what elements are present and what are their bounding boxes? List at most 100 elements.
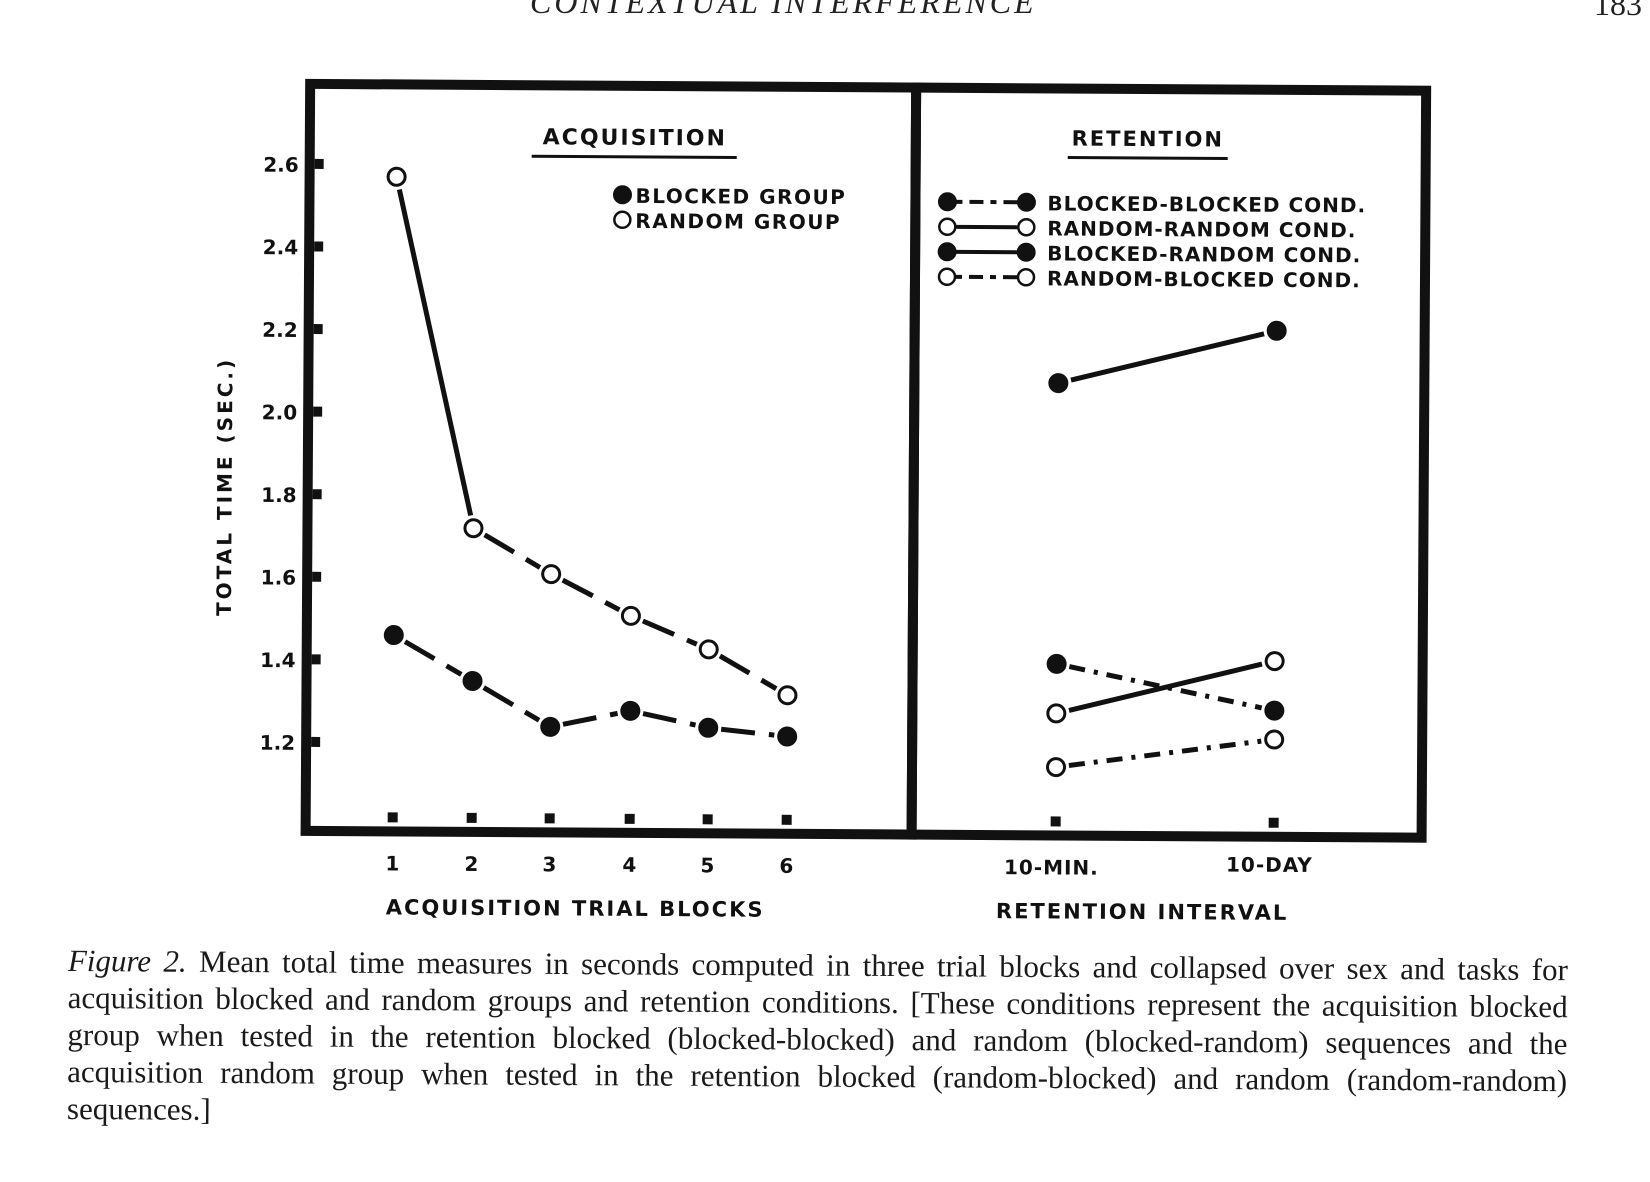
x-tick-label: 6 <box>779 854 793 878</box>
acquisition-title-underline <box>531 154 737 159</box>
y-tick-mark <box>313 324 323 335</box>
y-tick-label: 2.0 <box>262 400 298 424</box>
acquisition-blocked-group-point <box>620 700 641 721</box>
chart-svg: ACQUISITION RETENTION TOTAL TIME (SEC.) … <box>212 78 1432 925</box>
x-tick-mark <box>1050 816 1061 827</box>
legend-marker-blocked-blocked-cond <box>1016 192 1036 212</box>
acquisition-random-group-point <box>541 564 562 585</box>
legend-label-blocked-random-cond: BLOCKED-RANDOM COND. <box>1047 241 1361 267</box>
x-tick-mark <box>466 812 477 823</box>
retention-random-random-cond-point <box>1046 703 1067 724</box>
y-tick-mark <box>311 736 321 747</box>
legend-label-random-random-cond: RANDOM-RANDOM COND. <box>1047 216 1356 242</box>
retention-panel-title: RETENTION <box>1072 127 1224 152</box>
acquisition-random-group-point <box>463 518 484 539</box>
retention-blocked-random-cond-point <box>1048 373 1069 394</box>
acquisition-panel-title: ACQUISITION <box>543 125 727 151</box>
page-header: CONTEXTUAL INTERFERENCE 183 <box>0 0 1650 30</box>
series-lines <box>396 188 1265 768</box>
y-tick-label: 1.6 <box>261 565 297 589</box>
legend-marker-random-blocked-cond <box>937 267 957 287</box>
acquisition-blocked-group-point <box>698 717 719 738</box>
acquisition-blocked-group-point <box>462 670 483 691</box>
x-tick-label: 10-MIN. <box>1004 855 1099 880</box>
legend-marker-random-random-cond <box>938 217 957 237</box>
x-tick-mark <box>624 813 635 824</box>
acquisition-random-group-point <box>386 166 407 187</box>
retention-random-blocked-cond-point <box>1046 757 1067 778</box>
acquisition-blocked-group-segment <box>562 710 619 727</box>
retention-random-random-cond-segment <box>1068 661 1263 713</box>
retention-title-underline <box>1067 156 1228 160</box>
retention-blocked-blocked-cond-point <box>1046 653 1067 674</box>
page-number: 183 <box>1594 0 1642 22</box>
acquisition-random-group-point <box>777 685 798 706</box>
legend-label-random-blocked-cond: RANDOM-BLOCKED COND. <box>1047 266 1361 292</box>
retention-blocked-blocked-cond-point <box>1264 700 1285 721</box>
acquisition-blocked-group-segment <box>482 685 541 723</box>
y-axis-label: TOTAL TIME (SEC.) <box>212 357 238 616</box>
acquisition-random-group-segment <box>641 618 698 647</box>
x-tick-mark <box>387 812 398 823</box>
retention-blocked-random-cond-segment <box>1070 331 1265 383</box>
acquisition-blocked-group-point <box>777 726 798 747</box>
running-head: CONTEXTUAL INTERFERENCE <box>530 0 1037 20</box>
y-tick-mark <box>311 654 321 665</box>
y-tick-label: 2.6 <box>263 153 299 177</box>
x-tick-label: 10-DAY <box>1226 852 1313 877</box>
retention-random-blocked-cond-segment <box>1068 738 1262 768</box>
legend-label-blocked-blocked-cond: BLOCKED-BLOCKED COND. <box>1047 191 1366 217</box>
acquisition-random-group-point <box>620 605 641 626</box>
x-tick-mark <box>544 813 555 824</box>
y-tick-mark <box>312 571 322 582</box>
x-tick-label: 2 <box>464 852 478 876</box>
acquisition-random-group-segment <box>561 577 621 613</box>
y-tick-label: 1.4 <box>260 648 296 672</box>
acquisition-random-group-segment <box>718 653 778 691</box>
acquisition-x-axis-label: ACQUISITION TRIAL BLOCKS <box>386 895 765 921</box>
figure: ACQUISITION RETENTION TOTAL TIME (SEC.) … <box>67 78 1568 1127</box>
x-tick-label: 1 <box>385 851 399 875</box>
legend-marker-random-blocked-cond <box>1016 268 1036 287</box>
legend-marker-blocked-random-cond <box>937 242 957 262</box>
acquisition-blocked-group-segment <box>720 726 775 738</box>
y-tick-mark <box>314 241 324 252</box>
x-tick-label: 5 <box>700 853 714 877</box>
retention-random-random-cond-point <box>1264 651 1285 672</box>
x-tick-mark <box>702 814 713 825</box>
caption-text: Mean total time measures in seconds comp… <box>66 943 1568 1127</box>
x-tick-label: 3 <box>542 852 556 876</box>
x-tick-mark <box>1268 817 1279 828</box>
caption-label: Figure 2. <box>67 943 187 979</box>
retention-blocked-random-cond-point <box>1266 320 1287 341</box>
x-tick-label: 4 <box>622 853 636 877</box>
y-tick-label: 1.2 <box>260 731 296 755</box>
legend-marker-random-group <box>613 210 632 230</box>
y-tick-mark <box>312 489 322 500</box>
acquisition-blocked-group-segment <box>642 711 697 728</box>
y-tick-label: 2.4 <box>263 235 299 259</box>
legend-marker-random-random-cond <box>1017 218 1036 237</box>
retention-blocked-blocked-cond-segment <box>1068 664 1263 711</box>
y-tick-label: 2.2 <box>262 318 298 342</box>
legend-label-blocked-group: BLOCKED GROUP <box>635 184 846 209</box>
legend-marker-blocked-blocked-cond <box>937 192 957 212</box>
figure-caption: Figure 2. Mean total time measures in se… <box>67 942 1568 1136</box>
y-tick-mark <box>314 158 324 169</box>
axis-ticks: 1.2 1.4 1.6 1.8 2.0 2.2 2.4 2.6 1 2 3 4 5 6 10-MIN. 10-… <box>260 153 1313 880</box>
acquisition-random-group-point <box>698 639 719 660</box>
acquisition-random-group-segment <box>483 532 542 570</box>
retention-x-axis-label: RETENTION INTERVAL <box>996 899 1288 925</box>
y-tick-mark <box>313 406 323 417</box>
legend-label-random-group: RANDOM GROUP <box>635 209 841 234</box>
legend-marker-blocked-random-cond <box>1016 242 1036 262</box>
retention-random-blocked-cond-point <box>1264 729 1285 750</box>
y-tick-label: 1.8 <box>261 483 297 507</box>
legend-marker-blocked-group <box>612 185 632 205</box>
retention-panel-frame <box>906 82 1432 843</box>
series-points <box>383 166 1287 778</box>
acquisition-random-group-segment <box>396 188 474 517</box>
x-tick-mark <box>781 814 792 825</box>
acquisition-blocked-group-point <box>383 625 404 646</box>
